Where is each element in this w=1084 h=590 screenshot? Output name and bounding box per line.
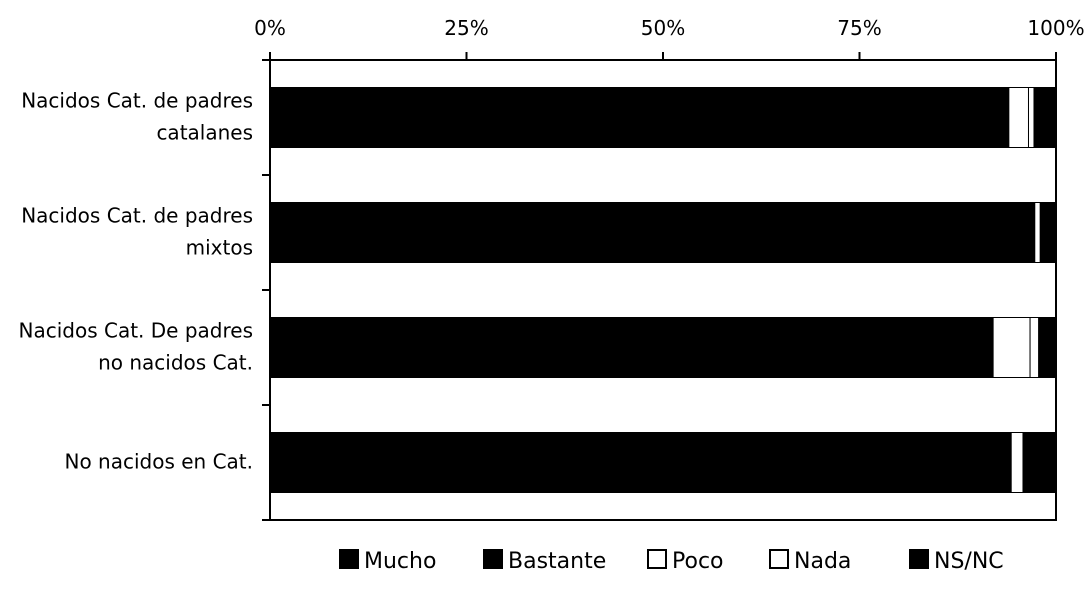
bar-segment-ns-nc-0 bbox=[1033, 87, 1057, 148]
legend-label: Mucho bbox=[364, 549, 436, 574]
bar-segment-nada-1 bbox=[1034, 202, 1041, 263]
legend-swatch-poco bbox=[647, 549, 667, 569]
x-tick-label: 0% bbox=[254, 16, 286, 40]
bar-segment-nada-2 bbox=[1029, 317, 1040, 378]
bar-segment-mucho-0 bbox=[269, 87, 900, 148]
legend-label: Nada bbox=[794, 549, 851, 574]
category-label: Nacidos Cat. De padres no nacidos Cat. bbox=[19, 318, 253, 374]
bar-segment-nada-0 bbox=[1027, 87, 1035, 148]
bar-segment-bastante-2 bbox=[859, 317, 994, 378]
x-axis-layer: 0% 25% 50% 75% 100% bbox=[254, 16, 1084, 60]
legend-swatch-mucho bbox=[339, 549, 359, 569]
category-label: Nacidos Cat. de padres catalanes bbox=[21, 88, 253, 144]
category-label: No nacidos en Cat. bbox=[64, 449, 253, 473]
x-tick-label: 75% bbox=[837, 16, 881, 40]
bar-segment-mucho-1 bbox=[269, 202, 939, 263]
legend-label: NS/NC bbox=[934, 549, 1004, 574]
legend-swatch-nada bbox=[769, 549, 789, 569]
bar-segment-mucho-3 bbox=[269, 432, 821, 493]
bar-segment-bastante-3 bbox=[819, 432, 1012, 493]
legend-swatch-bastante bbox=[483, 549, 503, 569]
bar-segment-bastante-1 bbox=[937, 202, 1036, 263]
y-axis-layer: Nacidos Cat. de padres catalanes Nacidos C… bbox=[19, 59, 270, 521]
x-tick-label: 100% bbox=[1027, 16, 1084, 40]
x-tick-label: 50% bbox=[641, 16, 685, 40]
bar-segment-mucho-2 bbox=[269, 317, 860, 378]
legend: Mucho Bastante Poco Nada NS/NC bbox=[339, 549, 1004, 574]
legend-label: Bastante bbox=[508, 549, 606, 574]
legend-label: Poco bbox=[672, 549, 724, 574]
bar-segment-poco-2 bbox=[992, 317, 1031, 378]
legend-swatch-ns-nc bbox=[909, 549, 929, 569]
bar-segment-bastante-0 bbox=[898, 87, 1010, 148]
bars-layer bbox=[269, 87, 1057, 493]
bar-segment-poco-0 bbox=[1008, 87, 1029, 148]
bar-segment-poco-3 bbox=[1010, 432, 1024, 493]
bar-segment-ns-nc-3 bbox=[1022, 432, 1057, 493]
category-label: Nacidos Cat. de padres mixtos bbox=[21, 203, 253, 259]
x-tick-label: 25% bbox=[444, 16, 488, 40]
bar-segment-ns-nc-2 bbox=[1038, 317, 1057, 378]
bar-segment-ns-nc-1 bbox=[1039, 202, 1057, 263]
